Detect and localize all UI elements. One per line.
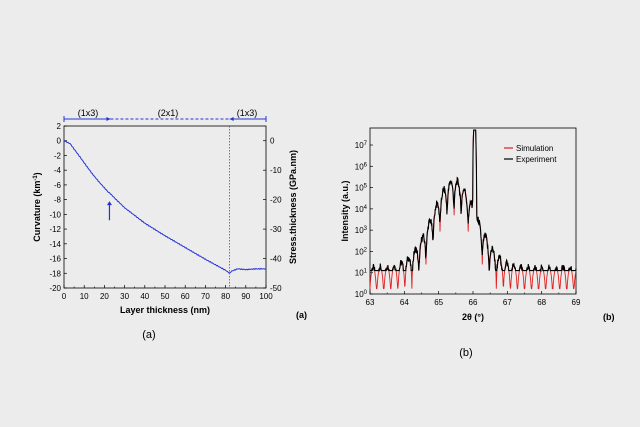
x-tick-label-b: 64	[400, 298, 409, 307]
reconstruction-arrow-head	[106, 117, 111, 121]
x-tick-label-a: 50	[161, 292, 170, 301]
y-tick-base: 10	[355, 290, 364, 299]
y-tick-label-a: -2	[54, 151, 62, 160]
y-tick-label-a: 2	[57, 122, 62, 131]
y-axis-label-a-end: )	[32, 172, 42, 175]
y-tick-exponent: 0	[364, 290, 368, 296]
x-tick-label-b: 67	[503, 298, 512, 307]
y-tick-label-b: 104	[355, 205, 368, 214]
x-tick-label-b: 66	[469, 298, 478, 307]
y-axis-label-a: Curvature (km-1)	[32, 172, 42, 241]
y-tick-label-a: -4	[54, 166, 62, 175]
y2-tick-label-a: 0	[270, 137, 275, 146]
panel-a: (1x3) (2x1) (1x3) 0 10 20 30 40 50 60 70 80 90 100…	[32, 108, 307, 341]
x-tick-label-a: 70	[201, 292, 210, 301]
y-tick-label-a: 0	[57, 137, 62, 146]
y-tick-label-b: 107	[355, 141, 368, 150]
caption-b: (b)	[459, 347, 472, 359]
series-a	[63, 126, 267, 288]
y-tick-label-b: 102	[355, 247, 368, 256]
y-tick-label-a: -8	[54, 196, 62, 205]
y-tick-base: 10	[355, 269, 364, 278]
panel-tag-a: (a)	[296, 310, 307, 320]
y-tick-exponent: 2	[364, 247, 368, 253]
y-tick-label-a: -16	[49, 255, 61, 264]
caption-a: (a)	[142, 329, 155, 341]
x-tick-label-a: 10	[80, 292, 89, 301]
x-tick-label-a: 0	[62, 292, 67, 301]
x-tick-label-b: 65	[434, 298, 443, 307]
y-tick-exponent: 7	[364, 141, 368, 147]
y-axis-label-b: Intensity (a.u.)	[340, 180, 350, 241]
y2-tick-label-a: -20	[270, 196, 282, 205]
x-axis-label-a: Layer thickness (nm)	[120, 305, 210, 315]
y-tick-label-a: -6	[54, 181, 62, 190]
y-tick-base: 10	[355, 205, 364, 214]
reconstruction-label-3: (1x3)	[237, 108, 258, 118]
x-tick-label-a: 80	[221, 292, 230, 301]
x-tick-label-a: 90	[241, 292, 250, 301]
panel-tag-b: (b)	[603, 312, 615, 322]
annotation-arrow-head	[106, 201, 112, 206]
x-tick-label-a: 20	[100, 292, 109, 301]
x-tick-label-b: 68	[537, 298, 546, 307]
x-tick-label-b: 63	[366, 298, 375, 307]
x-tick-label-a: 60	[181, 292, 190, 301]
y2-tick-label-a: -40	[270, 255, 282, 264]
y-tick-label-a: -18	[49, 269, 61, 278]
y2-tick-label-a: -30	[270, 225, 282, 234]
y-tick-exponent: 1	[364, 269, 368, 275]
x-tick-label-b: 69	[572, 298, 581, 307]
x-tick-label-a: 100	[259, 292, 273, 301]
reconstruction-arrow-head	[229, 117, 234, 121]
y-tick-label-a: -10	[49, 210, 61, 219]
y-axis-label-a-sup: -1	[33, 175, 39, 181]
y2-axis-label-a: Stress.thickness (GPa.nm)	[288, 150, 298, 264]
plot-frame-a	[63, 125, 267, 289]
axes-a: 0 10 20 30 40 50 60 70 80 90 10020-2-4-6-8-10-12-1…	[49, 122, 282, 301]
y-tick-base: 10	[355, 162, 364, 171]
y-tick-base: 10	[355, 247, 364, 256]
y-tick-label-b: 103	[355, 226, 368, 235]
reconstruction-label-2: (2x1)	[158, 108, 179, 118]
y-tick-label-a: -12	[49, 225, 61, 234]
y-tick-exponent: 4	[364, 205, 368, 211]
legend-label-experiment: Experiment	[516, 155, 557, 164]
y-tick-label-b: 106	[355, 162, 368, 171]
y-tick-label-a: -14	[49, 240, 61, 249]
y-tick-base: 10	[355, 226, 364, 235]
y-tick-base: 10	[355, 184, 364, 193]
y-tick-label-b: 105	[355, 184, 368, 193]
y-tick-base: 10	[355, 141, 364, 150]
reconstruction-label-1: (1x3)	[78, 108, 99, 118]
reconstruction-bar	[63, 116, 267, 122]
legend-b: Simulation Experiment	[504, 144, 557, 164]
y-axis-label-a-main: Curvature (km	[32, 181, 42, 242]
y-tick-exponent: 6	[364, 162, 368, 168]
legend-label-simulation: Simulation	[516, 144, 553, 153]
y-tick-label-a: -20	[49, 284, 61, 293]
curvature-line	[63, 140, 267, 274]
y2-tick-label-a: -10	[270, 166, 282, 175]
y-tick-label-b: 101	[355, 269, 368, 278]
y-tick-label-b: 100	[355, 290, 368, 299]
y2-tick-label-a: -50	[270, 284, 282, 293]
y-tick-exponent: 3	[364, 226, 368, 232]
y-tick-exponent: 5	[364, 184, 368, 190]
x-axis-label-b: 2θ (°)	[462, 312, 484, 322]
experiment-line	[370, 129, 577, 273]
series-b	[369, 129, 577, 290]
x-tick-label-a: 30	[120, 292, 129, 301]
x-tick-label-a: 40	[140, 292, 149, 301]
